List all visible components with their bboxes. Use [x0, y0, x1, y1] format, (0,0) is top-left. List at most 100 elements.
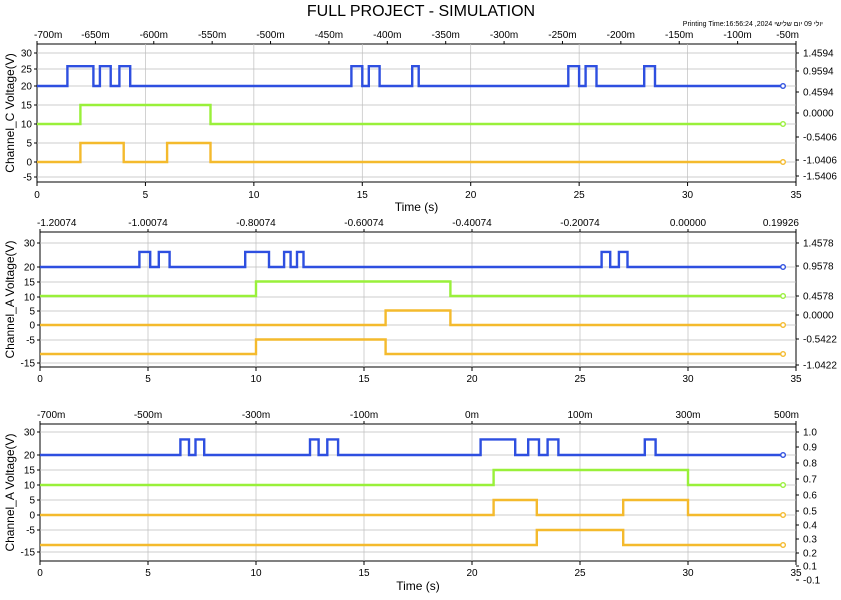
top-axis-tick-label: -650m [81, 30, 109, 41]
top-axis-tick-label: 100m [567, 410, 592, 421]
page-title: FULL PROJECT - SIMULATION [307, 3, 535, 20]
y-axis-label: Channel_A Voltage(V) [3, 433, 17, 551]
series-line-orange [40, 528, 783, 547]
top-axis-tick-label: -600m [140, 30, 168, 41]
top-axis-tick-label: -300m [490, 30, 518, 41]
chart-panel-1: 0 5 10 15 20 25 30 35 -700m -650m -600m -550m -500m -… [3, 30, 837, 214]
top-axis-tick-label: 0m [465, 410, 479, 421]
y-tick-label: -5 [23, 173, 32, 184]
y-tick-label: 10 [24, 481, 36, 492]
x-tick-label: 15 [357, 190, 369, 201]
series-end-marker [780, 452, 787, 459]
x-tick-label: 30 [682, 568, 694, 579]
x-tick-label: 10 [250, 374, 262, 385]
right-axis-tick-label: -1.5406 [803, 172, 837, 183]
top-axis-tick-label: -50m [776, 30, 799, 41]
x-axis-label: Time (s) [395, 200, 439, 214]
y-tick-label: 20 [24, 451, 36, 462]
right-axis-tick-label: 0.1 [803, 562, 817, 573]
right-axis-tick-label: 1.4594 [803, 49, 834, 60]
top-axis-tick-label: -0.40074 [452, 218, 492, 229]
right-axis-tick-label: 0.3 [803, 535, 817, 546]
right-axis-tick-label: 0.4594 [803, 88, 834, 99]
right-axis-tick-label: 0.7 [803, 475, 817, 486]
y-tick-label: 5 [26, 139, 32, 150]
series-end-marker [779, 158, 786, 165]
right-axis-tick-label: 0.6 [803, 491, 817, 502]
x-tick-label: 35 [790, 568, 802, 579]
x-tick-label: 30 [682, 374, 694, 385]
series-end-marker [780, 322, 787, 329]
series-line-blue [40, 250, 783, 269]
x-tick-label: 0 [37, 374, 43, 385]
y-tick-label: 30 [21, 49, 33, 60]
top-axis-tick-label: -1.00074 [128, 218, 168, 229]
top-axis-tick-label: 500m [774, 410, 799, 421]
x-tick-label: 35 [790, 374, 802, 385]
y-tick-label: 15 [21, 101, 33, 112]
right-axis-tick-label: 0.2 [803, 549, 817, 560]
y-tick-label: 15 [24, 278, 36, 289]
x-tick-label: 25 [574, 190, 586, 201]
top-axis-tick-label: -100m [350, 410, 378, 421]
series-line-green [37, 103, 783, 126]
y-tick-label: 25 [21, 65, 33, 76]
right-axis-tick-label: 0.8 [803, 459, 817, 470]
top-axis-tick-label: -100m [723, 30, 751, 41]
y-tick-label: 5 [29, 307, 35, 318]
x-tick-label: 35 [790, 190, 802, 201]
top-axis-tick-label: 300m [675, 410, 700, 421]
right-axis-tick-label: -0.5422 [803, 335, 837, 346]
right-axis-tick-label: 1.0 [803, 428, 817, 439]
y-tick-label: 15 [24, 466, 36, 477]
series-line-blue [37, 64, 783, 88]
top-axis-tick-label: 0.19926 [763, 218, 800, 229]
y-tick-label: -5 [26, 526, 35, 537]
top-axis-tick-label: -550m [198, 30, 226, 41]
x-tick-label: 15 [358, 374, 370, 385]
top-axis-tick-label: -250m [548, 30, 576, 41]
x-tick-label: 5 [145, 568, 151, 579]
chart-panel-2: 0 5 10 15 20 25 30 35 -1.20074 -1.00074 -0.80074 -0… [3, 218, 837, 385]
y-tick-label: 30 [24, 428, 36, 439]
y-tick-label: 30 [24, 239, 36, 250]
x-tick-label: 10 [250, 568, 262, 579]
top-axis-tick-label: -500m [134, 410, 162, 421]
x-tick-label: 5 [145, 374, 151, 385]
top-axis-tick-label: -700m [34, 30, 62, 41]
x-tick-label: 0 [37, 568, 43, 579]
print-info: Printing Time:16:56:24 ,2024 יולי 09 יום… [683, 20, 823, 28]
y-tick-label: 20 [24, 263, 36, 274]
right-axis-tick-label: 1.4578 [803, 239, 834, 250]
y-tick-label: 0 [29, 511, 35, 522]
series-line-orange [40, 498, 783, 517]
top-axis-tick-label: -300m [242, 410, 270, 421]
right-axis-tick-label: 0.5 [803, 507, 817, 518]
x-tick-label: 5 [143, 190, 149, 201]
right-axis-tick-label: 0.4 [803, 521, 817, 532]
right-axis-tick-label: -1.0406 [803, 156, 837, 167]
series-line-green [40, 280, 783, 298]
x-tick-label: 20 [465, 190, 477, 201]
right-axis-tick-label: -0.1 [803, 576, 821, 587]
right-axis-tick-label: -1.0422 [803, 361, 837, 372]
top-axis-tick-label: -0.80074 [236, 218, 276, 229]
y-tick-label: -15 [21, 548, 36, 559]
series-end-marker [780, 482, 787, 489]
series-end-marker [780, 351, 787, 358]
series-line-green [40, 468, 783, 487]
top-axis-tick-label: 0.00000 [670, 218, 707, 229]
right-axis-tick-label: -0.5406 [803, 133, 837, 144]
y-tick-label: 0 [26, 158, 32, 169]
right-axis-tick-label: 0.9 [803, 443, 817, 454]
y-axis-label: Channel_C Voltage(V) [3, 53, 17, 172]
x-tick-label: 25 [574, 568, 586, 579]
y-tick-label: 20 [21, 82, 33, 93]
top-axis-tick-label: -0.20074 [560, 218, 600, 229]
right-axis-tick-label: 0.9578 [803, 262, 834, 273]
series-end-marker [779, 82, 786, 89]
plot-frame [39, 423, 797, 562]
series-line-blue [40, 438, 783, 457]
y-tick-label: -5 [26, 336, 35, 347]
